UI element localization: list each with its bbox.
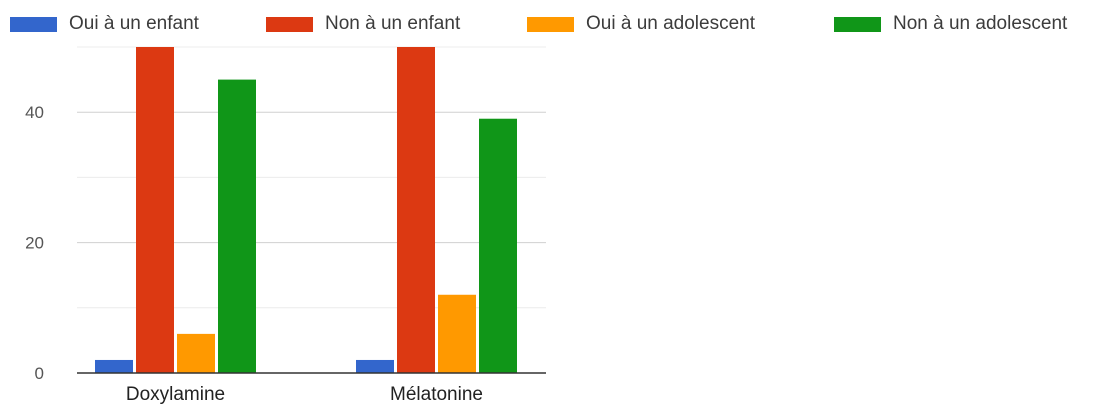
- x-category-label: Doxylamine: [126, 384, 225, 405]
- y-tick-label: 40: [25, 103, 44, 122]
- legend-label: Non à un enfant: [325, 13, 461, 34]
- bar-2-4: [479, 118, 517, 373]
- bar-2-3: [438, 294, 476, 373]
- x-category-label: Mélatonine: [390, 384, 483, 405]
- legend-item-oui-adolescent[interactable]: Oui à un adolescent: [527, 12, 755, 36]
- legend-item-non-adolescent[interactable]: Non à un adolescent: [834, 12, 1067, 36]
- legend-item-non-enfant[interactable]: Non à un enfant: [266, 12, 460, 36]
- bar-2-2: [397, 47, 435, 373]
- bar-2-1: [356, 359, 394, 373]
- bar-1-3: [177, 333, 215, 373]
- legend-swatch: [527, 16, 574, 32]
- legend-label: Oui à un enfant: [69, 13, 199, 34]
- chart-legend: Oui à un enfant Non à un enfant Oui à un…: [0, 0, 1118, 40]
- bar-1-4: [218, 79, 256, 373]
- bar-1-1: [95, 359, 133, 373]
- legend-item-oui-enfant[interactable]: Oui à un enfant: [10, 12, 199, 36]
- legend-swatch: [10, 16, 57, 32]
- bar-1-2: [136, 47, 174, 373]
- y-tick-label: 20: [25, 234, 44, 253]
- legend-label: Oui à un adolescent: [586, 13, 756, 34]
- legend-swatch: [834, 16, 881, 32]
- legend-swatch: [266, 16, 313, 32]
- y-tick-label: 0: [35, 364, 44, 383]
- legend-label: Non à un adolescent: [893, 13, 1068, 34]
